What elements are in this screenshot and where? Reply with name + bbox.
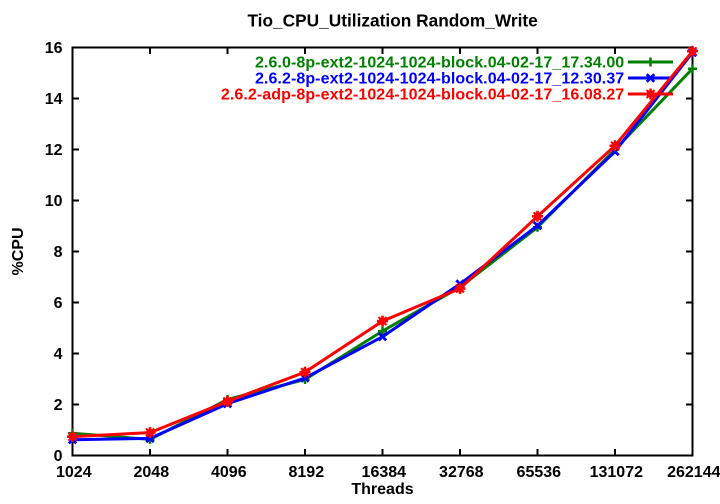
- svg-text:8192: 8192: [289, 464, 325, 481]
- svg-text:6: 6: [54, 295, 63, 312]
- svg-text:32768: 32768: [439, 464, 484, 481]
- svg-text:2048: 2048: [134, 464, 170, 481]
- svg-text:4096: 4096: [211, 464, 247, 481]
- svg-text:65536: 65536: [517, 464, 562, 481]
- svg-text:12: 12: [45, 142, 63, 159]
- svg-text:16: 16: [45, 40, 63, 57]
- svg-text:2.6.2-8p-ext2-1024-1024-block.: 2.6.2-8p-ext2-1024-1024-block.04-02-17_1…: [255, 71, 624, 88]
- svg-text:16384: 16384: [362, 464, 407, 481]
- svg-text:0: 0: [54, 448, 63, 465]
- svg-text:8: 8: [54, 244, 63, 261]
- svg-text:2.6.0-8p-ext2-1024-1024-block.: 2.6.0-8p-ext2-1024-1024-block.04-02-17_1…: [255, 55, 624, 72]
- svg-text:%CPU: %CPU: [10, 227, 27, 275]
- svg-text:4: 4: [54, 346, 63, 363]
- svg-text:Tio_CPU_Utilization Random_Wri: Tio_CPU_Utilization Random_Write: [247, 10, 538, 30]
- svg-text:Threads: Threads: [351, 481, 413, 498]
- svg-text:2: 2: [54, 397, 63, 414]
- svg-text:131072: 131072: [590, 464, 643, 481]
- svg-text:14: 14: [45, 91, 63, 108]
- svg-text:262144: 262144: [667, 464, 720, 481]
- svg-text:10: 10: [45, 193, 63, 210]
- svg-text:1024: 1024: [56, 464, 92, 481]
- svg-text:2.6.2-adp-8p-ext2-1024-1024-bl: 2.6.2-adp-8p-ext2-1024-1024-block.04-02-…: [221, 87, 624, 104]
